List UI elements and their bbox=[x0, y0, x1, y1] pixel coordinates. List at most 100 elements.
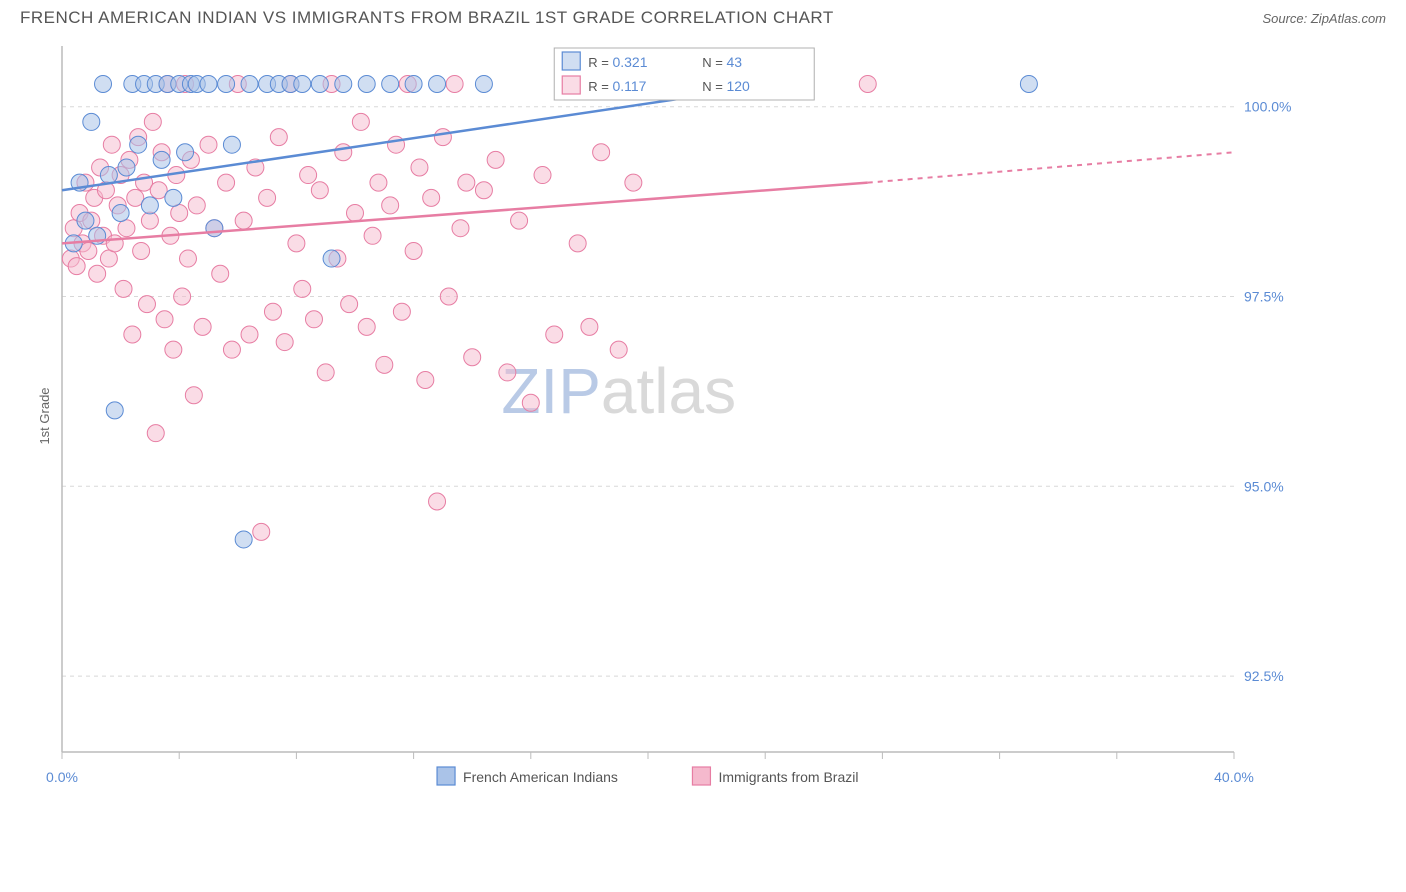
data-point bbox=[335, 144, 352, 161]
data-point bbox=[417, 372, 434, 389]
data-point bbox=[241, 326, 258, 343]
data-point bbox=[95, 75, 112, 92]
data-point bbox=[156, 311, 173, 328]
data-point bbox=[364, 227, 381, 244]
data-point bbox=[294, 280, 311, 297]
data-point bbox=[429, 75, 446, 92]
data-point bbox=[133, 242, 150, 259]
chart-header: FRENCH AMERICAN INDIAN VS IMMIGRANTS FRO… bbox=[0, 0, 1406, 32]
data-point bbox=[446, 75, 463, 92]
data-point bbox=[106, 402, 123, 419]
data-point bbox=[141, 197, 158, 214]
legend-swatch bbox=[562, 76, 580, 94]
data-point bbox=[138, 296, 155, 313]
data-point bbox=[358, 318, 375, 335]
data-point bbox=[223, 136, 240, 153]
data-point bbox=[405, 242, 422, 259]
source-label: Source: ZipAtlas.com bbox=[1262, 11, 1386, 26]
data-point bbox=[200, 136, 217, 153]
chart-title: FRENCH AMERICAN INDIAN VS IMMIGRANTS FRO… bbox=[20, 8, 834, 28]
data-point bbox=[212, 265, 229, 282]
data-point bbox=[253, 523, 270, 540]
data-point bbox=[185, 387, 202, 404]
data-point bbox=[276, 334, 293, 351]
data-point bbox=[464, 349, 481, 366]
data-point bbox=[141, 212, 158, 229]
data-point bbox=[610, 341, 627, 358]
scatter-chart: 92.5%95.0%97.5%100.0%0.0%40.0%ZIPatlasR … bbox=[44, 36, 1304, 796]
data-point bbox=[294, 75, 311, 92]
data-point bbox=[270, 129, 287, 146]
data-point bbox=[522, 394, 539, 411]
data-point bbox=[511, 212, 528, 229]
legend-n-label: N = 43 bbox=[702, 54, 742, 70]
data-point bbox=[347, 205, 364, 222]
data-point bbox=[581, 318, 598, 335]
y-tick-label: 100.0% bbox=[1244, 99, 1291, 115]
data-point bbox=[206, 220, 223, 237]
data-point bbox=[1020, 75, 1037, 92]
data-point bbox=[174, 288, 191, 305]
data-point bbox=[305, 311, 322, 328]
data-point bbox=[429, 493, 446, 510]
data-point bbox=[382, 75, 399, 92]
data-point bbox=[370, 174, 387, 191]
data-point bbox=[124, 326, 141, 343]
data-point bbox=[235, 212, 252, 229]
data-point bbox=[179, 250, 196, 267]
data-point bbox=[358, 75, 375, 92]
data-point bbox=[218, 75, 235, 92]
data-point bbox=[323, 250, 340, 267]
legend-swatch bbox=[562, 52, 580, 70]
data-point bbox=[100, 167, 117, 184]
data-point bbox=[625, 174, 642, 191]
data-point bbox=[165, 341, 182, 358]
data-point bbox=[89, 265, 106, 282]
legend-n-label: N = 120 bbox=[702, 78, 750, 94]
chart-area: 1st Grade 92.5%95.0%97.5%100.0%0.0%40.0%… bbox=[44, 36, 1386, 796]
data-point bbox=[218, 174, 235, 191]
data-point bbox=[569, 235, 586, 252]
legend-series-label: French American Indians bbox=[463, 769, 618, 785]
data-point bbox=[264, 303, 281, 320]
data-point bbox=[153, 151, 170, 168]
data-point bbox=[106, 235, 123, 252]
data-point bbox=[405, 75, 422, 92]
y-axis-label: 1st Grade bbox=[37, 387, 52, 444]
data-point bbox=[144, 113, 161, 130]
data-point bbox=[452, 220, 469, 237]
data-point bbox=[147, 425, 164, 442]
data-point bbox=[593, 144, 610, 161]
data-point bbox=[77, 212, 94, 229]
data-point bbox=[300, 167, 317, 184]
data-point bbox=[171, 205, 188, 222]
data-point bbox=[194, 318, 211, 335]
legend-series-label: Immigrants from Brazil bbox=[718, 769, 858, 785]
data-point bbox=[241, 75, 258, 92]
x-tick-label: 0.0% bbox=[46, 769, 78, 785]
data-point bbox=[165, 189, 182, 206]
data-point bbox=[440, 288, 457, 305]
data-point bbox=[534, 167, 551, 184]
data-point bbox=[130, 136, 147, 153]
legend-r-label: R = 0.321 bbox=[588, 54, 647, 70]
data-point bbox=[341, 296, 358, 313]
data-point bbox=[235, 531, 252, 548]
data-point bbox=[177, 144, 194, 161]
data-point bbox=[311, 182, 328, 199]
data-point bbox=[475, 75, 492, 92]
data-point bbox=[458, 174, 475, 191]
data-point bbox=[288, 235, 305, 252]
legend-swatch bbox=[437, 767, 455, 785]
y-tick-label: 97.5% bbox=[1244, 289, 1284, 305]
data-point bbox=[859, 75, 876, 92]
data-point bbox=[475, 182, 492, 199]
data-point bbox=[434, 129, 451, 146]
data-point bbox=[118, 159, 135, 176]
data-point bbox=[376, 356, 393, 373]
data-point bbox=[487, 151, 504, 168]
data-point bbox=[188, 197, 205, 214]
data-point bbox=[223, 341, 240, 358]
data-point bbox=[335, 75, 352, 92]
trend-line-dashed bbox=[868, 152, 1234, 182]
